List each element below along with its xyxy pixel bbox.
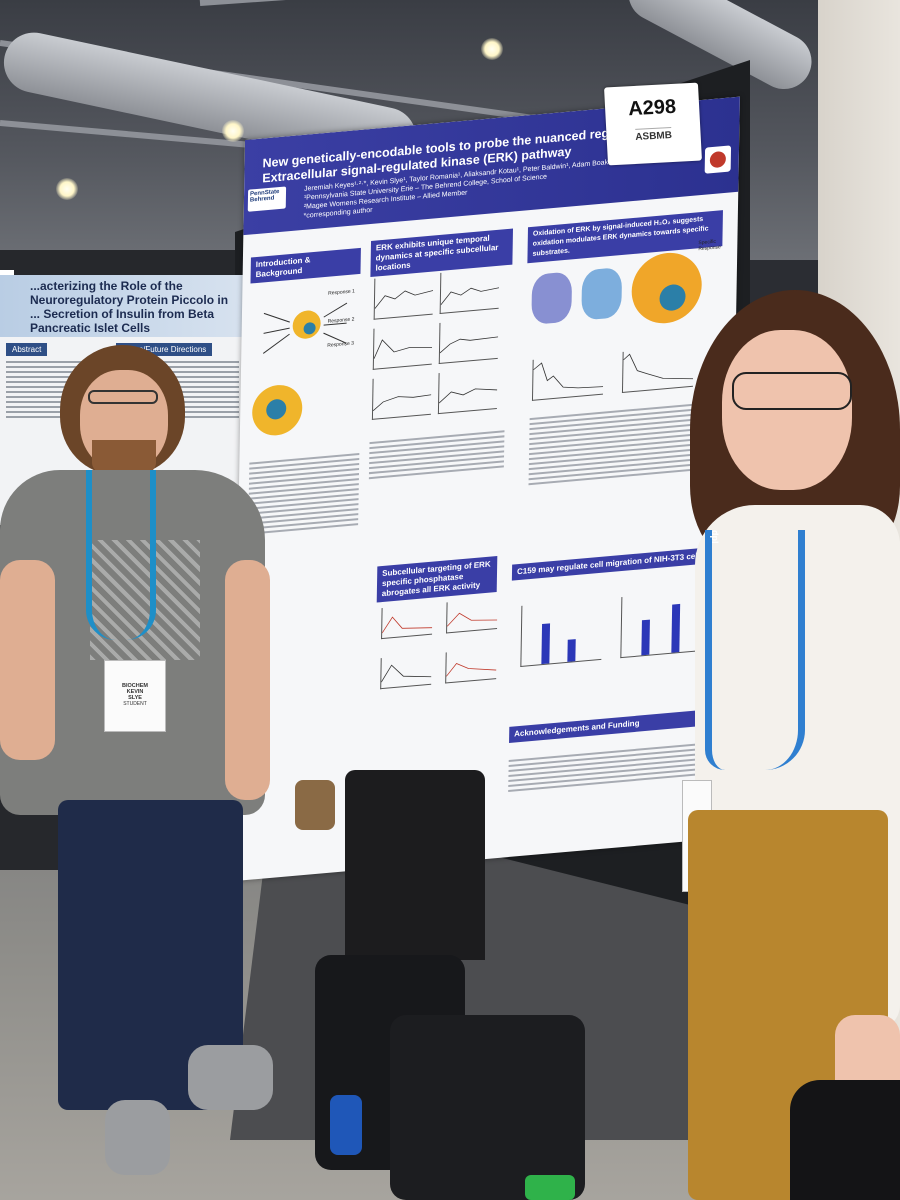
ceiling-light bbox=[222, 120, 244, 142]
migration-bar bbox=[541, 623, 551, 665]
background-person-legs bbox=[345, 770, 485, 960]
name-badge: BIOCHEM KEVIN SLYE STUDENT bbox=[104, 660, 166, 732]
badge-role: STUDENT bbox=[123, 701, 147, 707]
badge-first-name: KEVIN bbox=[126, 689, 144, 695]
glasses-icon bbox=[732, 372, 852, 410]
ceiling-light bbox=[56, 178, 78, 200]
lanyard-print: dpl bbox=[710, 530, 720, 544]
section-intro: Introduction & Background bbox=[250, 247, 361, 284]
left-person-lanyard bbox=[86, 470, 156, 640]
intro-text bbox=[248, 450, 360, 538]
left-person-shoe bbox=[188, 1045, 273, 1110]
water-bottle bbox=[330, 1095, 362, 1155]
plot-phosphatase-2 bbox=[446, 597, 498, 634]
ceiling-light bbox=[481, 38, 503, 60]
section-subcellular: Subcellular targeting of ERK specific ph… bbox=[376, 555, 498, 603]
section-c159: C159 may regulate cell migration of NIH-… bbox=[511, 547, 713, 581]
right-person-face bbox=[722, 330, 852, 490]
booth-organization: ASBMB bbox=[634, 127, 673, 143]
plot-erk-1 bbox=[373, 273, 434, 320]
protein-structure-2 bbox=[581, 266, 623, 321]
section-acknowledgements: Acknowledgements and Funding bbox=[509, 709, 710, 743]
left-person-arm bbox=[0, 560, 55, 760]
left-person-arm bbox=[225, 560, 270, 800]
section-oxidation: Oxidation of ERK by signal-induced H₂O₂ … bbox=[527, 210, 723, 264]
plot-phosphatase-4 bbox=[445, 648, 497, 684]
badge-event: BIOCHEM bbox=[122, 683, 148, 689]
plot-erk-3 bbox=[372, 323, 433, 370]
green-bottle bbox=[525, 1175, 575, 1200]
laptop-bag bbox=[390, 1015, 585, 1200]
plot-erk-5 bbox=[371, 373, 432, 420]
no-symbol-icon bbox=[704, 145, 732, 174]
plot-erk-4 bbox=[438, 317, 499, 365]
plot-phosphatase-1 bbox=[381, 603, 433, 640]
migration-bar bbox=[567, 639, 576, 662]
booth-sign: A298 ASBMB bbox=[604, 82, 702, 166]
left-person-shoe bbox=[105, 1100, 170, 1175]
plot-erk-2 bbox=[439, 267, 500, 314]
plot-erk-6 bbox=[437, 367, 498, 415]
plot-oxidation-c bbox=[531, 353, 604, 401]
acknowledgements-text bbox=[508, 739, 709, 795]
background-person-boot bbox=[295, 780, 335, 830]
left-poster-title: ...acterizing the Role of the Neuroregul… bbox=[30, 279, 229, 335]
migration-bar bbox=[641, 619, 650, 656]
badge-last-name: SLYE bbox=[128, 695, 142, 701]
right-person-lanyard bbox=[705, 530, 805, 770]
migration-bar-chart-1 bbox=[520, 598, 603, 667]
right-person-bag bbox=[790, 1080, 900, 1200]
erk-text bbox=[368, 427, 505, 482]
specific-response-label: Specific Response bbox=[698, 238, 721, 253]
university-logo: PennState Behrend bbox=[247, 186, 287, 212]
migration-bar-chart-2 bbox=[620, 589, 703, 659]
booth-number: A298 bbox=[627, 95, 677, 121]
shirt-graphic-lab-equipment bbox=[90, 540, 200, 660]
migration-bar bbox=[671, 603, 681, 653]
left-poster-abstract-header: Abstract bbox=[6, 343, 48, 356]
ceiling-beam bbox=[199, 0, 699, 6]
research-poster: New genetically-encodable tools to probe… bbox=[232, 96, 740, 882]
protein-structure-1 bbox=[531, 271, 573, 325]
glasses-icon bbox=[88, 390, 158, 404]
intro-diagram bbox=[251, 280, 363, 380]
plot-oxidation-d bbox=[621, 345, 694, 394]
plot-phosphatase-3 bbox=[380, 653, 432, 690]
left-poster-title-band: ...acterizing the Role of the Neuroregul… bbox=[0, 275, 245, 337]
